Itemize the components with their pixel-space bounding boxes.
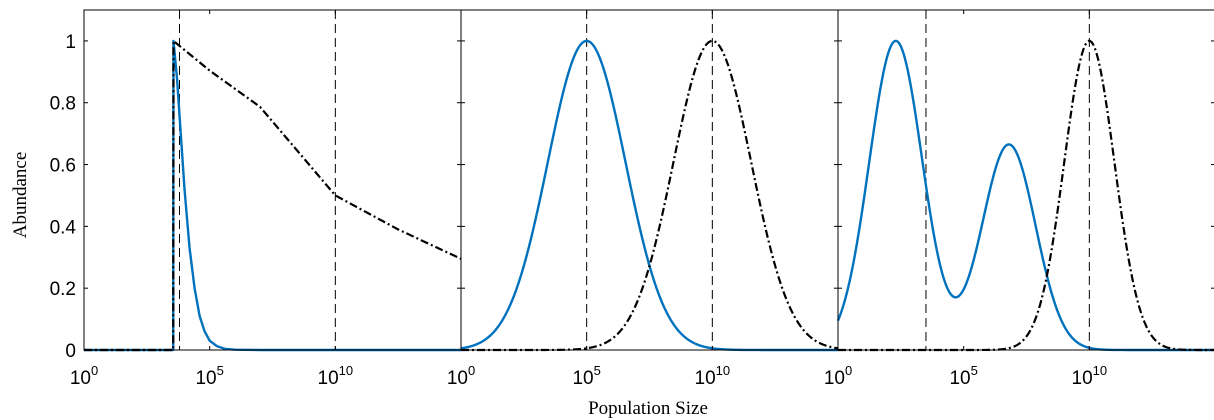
y-tick-label: 0 (65, 341, 76, 362)
y-tick-label: 0.6 (50, 156, 76, 177)
x-axis-title: Population Size (588, 398, 708, 419)
y-tick-label: 0.8 (50, 94, 76, 115)
x-tick-label: 100 (824, 363, 852, 389)
plot-area: 100 105 1010 100 105 1010 100 105 1010 (70, 9, 1214, 389)
series-line-solid (836, 39, 1214, 352)
y-tick-label: 0.2 (50, 279, 76, 300)
series-line-dashdot (460, 39, 839, 352)
x-tick-label: 1010 (695, 363, 731, 389)
y-tick-labels: 0 0.2 0.4 0.6 0.8 1 (50, 32, 77, 362)
x-tick-label: 1010 (1072, 363, 1108, 389)
series-line-solid (460, 39, 839, 352)
x-tick-label: 100 (447, 363, 475, 389)
y-tick-label: 1 (65, 32, 76, 53)
x-tick-label: 105 (195, 363, 223, 389)
x-tick-label: 105 (572, 363, 600, 389)
panel-left: 100 105 1010 (70, 9, 462, 389)
x-tick-label: 100 (70, 363, 98, 389)
series-line-solid (84, 39, 461, 352)
x-tick-label: 1010 (318, 363, 354, 389)
panel-frame (837, 9, 1214, 351)
x-tick-label: 105 (949, 363, 977, 389)
y-tick-label: 0.4 (50, 217, 77, 238)
panel-right: 100 105 1010 (824, 9, 1214, 389)
panel-frame (460, 9, 839, 351)
panel-middle: 100 105 1010 (447, 9, 839, 389)
y-axis-title: Abundance (10, 152, 31, 239)
panel-frame (83, 9, 462, 351)
series-line-dashdot (84, 39, 462, 352)
series-line-dashdot (837, 39, 1214, 352)
